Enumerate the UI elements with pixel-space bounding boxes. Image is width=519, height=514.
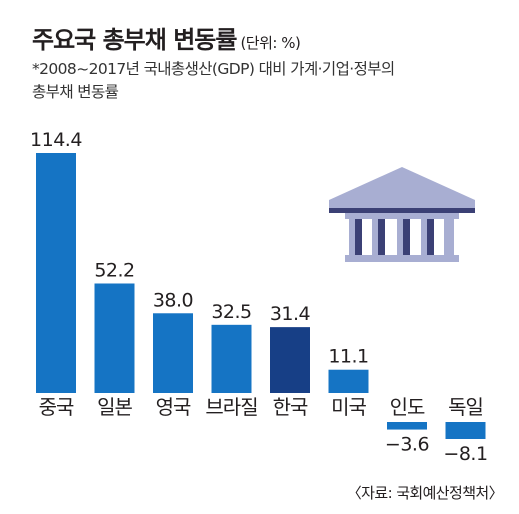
category-label-5: 한국: [273, 395, 308, 419]
bar-2: [94, 283, 135, 393]
category-label-6: 미국: [331, 395, 366, 419]
bar-7: [387, 422, 427, 430]
category-label-4: 브라질: [205, 395, 257, 419]
value-label-4: 32.5: [211, 301, 251, 323]
category-label-3: 영국: [156, 395, 191, 419]
source-note: 〈자료: 국회예산정책처〉: [346, 484, 504, 502]
value-label-6: 11.1: [328, 346, 368, 368]
chart-title: 주요국 총부채 변동률: [32, 26, 237, 54]
category-label-7: 인도: [390, 395, 425, 419]
unit-label: (단위: %): [240, 34, 301, 52]
category-label-2: 일본: [97, 395, 132, 419]
bar-5: [270, 327, 310, 393]
value-label-7: −3.6: [385, 434, 429, 456]
value-label-5: 31.4: [270, 303, 311, 325]
bar-3: [153, 313, 193, 393]
value-label-2: 52.2: [94, 259, 134, 281]
bar-6: [328, 369, 369, 393]
value-label-8: −8.1: [443, 443, 487, 465]
category-label-1: 중국: [39, 395, 74, 419]
bank-building-icon: [329, 167, 475, 262]
bar-1: [36, 153, 76, 393]
subtitle-line-1: *2008~2017년 국내총생산(GDP) 대비 가계·기업·정부의: [32, 60, 395, 78]
title-row: 주요국 총부채 변동률 (단위: %): [32, 20, 301, 55]
value-label-1: 114.4: [30, 129, 82, 151]
bar-8: [445, 422, 486, 439]
value-label-3: 38.0: [153, 289, 193, 311]
category-label-8: 독일: [448, 395, 483, 419]
chart-subtitle: *2008~2017년 국내총생산(GDP) 대비 가계·기업·정부의 총부채 …: [32, 58, 502, 104]
bar-4: [211, 324, 252, 393]
subtitle-line-2: 총부채 변동률: [32, 83, 119, 101]
